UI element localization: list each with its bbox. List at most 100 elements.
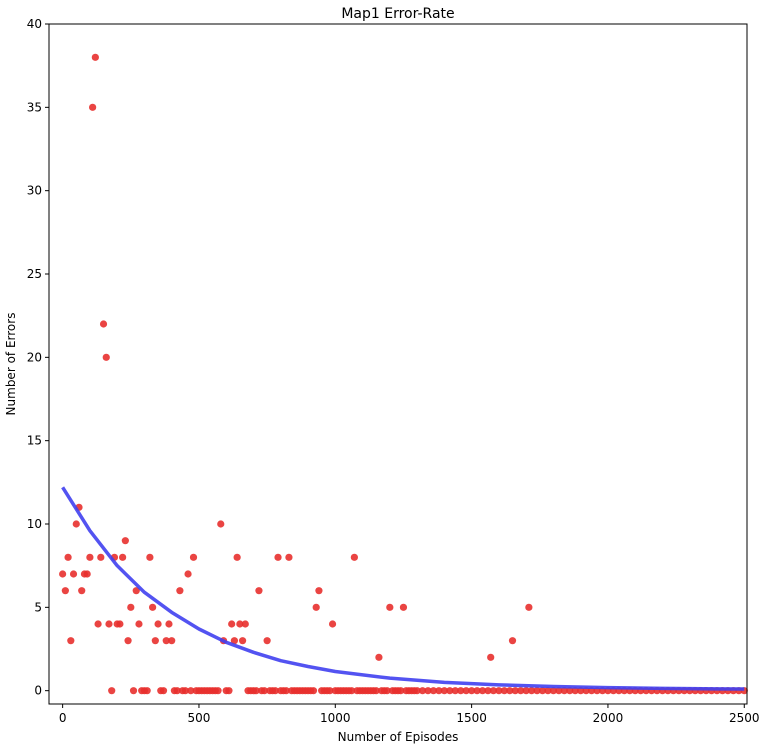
- scatter-point: [154, 620, 162, 628]
- scatter-point: [236, 620, 244, 628]
- x-tick-label: 1000: [320, 711, 351, 725]
- scatter-point: [184, 570, 192, 578]
- scatter-point: [571, 687, 579, 695]
- scatter-point: [285, 553, 293, 561]
- scatter-point: [61, 587, 69, 595]
- scatter-point: [228, 620, 236, 628]
- y-axis: 0 5 10 15 20 25 30 35 40: [27, 17, 49, 698]
- scatter-point: [135, 620, 143, 628]
- scatter-point: [538, 687, 547, 695]
- scatter-point: [484, 687, 492, 695]
- scatter-point: [397, 687, 405, 695]
- scatter-layer: [59, 53, 748, 695]
- scatter-point: [429, 687, 438, 695]
- plot-frame: [48, 23, 748, 705]
- fit-curve: [61, 486, 745, 691]
- scatter-point: [508, 637, 517, 645]
- y-tick-label: 10: [27, 517, 42, 531]
- chart-title: Map1 Error-Rate: [341, 6, 454, 22]
- x-tick-label: 1500: [456, 711, 487, 725]
- scatter-point: [315, 587, 323, 595]
- scatter-point: [487, 653, 495, 661]
- scatter-point: [149, 603, 157, 611]
- scatter-point: [233, 553, 241, 561]
- scatter-point: [326, 687, 334, 695]
- y-tick-label: 20: [27, 350, 42, 364]
- scatter-point: [187, 687, 195, 695]
- scatter-point: [468, 687, 476, 695]
- scatter-point: [566, 687, 574, 695]
- scatter-point: [97, 553, 105, 561]
- scatter-point: [328, 620, 337, 628]
- scatter-point: [473, 687, 481, 695]
- scatter-point: [263, 637, 271, 645]
- scatter-point: [495, 687, 503, 695]
- y-tick-label: 5: [34, 600, 42, 614]
- scatter-point: [214, 687, 222, 695]
- scatter-point: [189, 553, 198, 561]
- scatter-point: [67, 637, 75, 645]
- scatter-point: [525, 603, 533, 611]
- scatter-point: [89, 103, 97, 111]
- scatter-point: [386, 603, 394, 611]
- scatter-point: [350, 553, 358, 561]
- scatter-point: [124, 637, 132, 645]
- scatter-point: [129, 687, 138, 695]
- scatter-point: [91, 53, 99, 61]
- scatter-point: [500, 687, 508, 695]
- scatter-point: [271, 687, 279, 695]
- y-tick-label: 25: [27, 267, 42, 281]
- x-axis: 0 500 1000 1500 2000 2500: [59, 704, 760, 725]
- scatter-point: [544, 687, 552, 695]
- scatter-point: [375, 653, 383, 661]
- scatter-point: [127, 603, 135, 611]
- scatter-point: [489, 687, 498, 695]
- y-tick-label: 15: [27, 434, 42, 448]
- scatter-point: [230, 637, 239, 645]
- scatter-point: [159, 687, 168, 695]
- scatter-point: [241, 620, 249, 628]
- scatter-point: [151, 637, 159, 645]
- scatter-point: [312, 603, 320, 611]
- scatter-point: [108, 687, 116, 695]
- scatter-point: [440, 687, 448, 695]
- scatter-point: [424, 687, 432, 695]
- scatter-point: [528, 687, 536, 695]
- scatter-point: [506, 687, 514, 695]
- scatter-point: [383, 687, 391, 695]
- scatter-point: [435, 687, 443, 695]
- scatter-point: [173, 687, 181, 695]
- scatter-point: [560, 687, 568, 695]
- y-tick-label: 30: [27, 184, 42, 198]
- scatter-point: [146, 553, 154, 561]
- y-tick-label: 35: [27, 100, 42, 114]
- scatter-point: [59, 570, 67, 578]
- scatter-point: [72, 520, 80, 528]
- x-tick-label: 0: [59, 711, 67, 725]
- scatter-point: [119, 553, 127, 561]
- scatter-point: [64, 553, 72, 561]
- scatter-point: [238, 637, 247, 645]
- scatter-point: [176, 587, 184, 595]
- scatter-point: [69, 570, 78, 578]
- x-axis-label: Number of Episodes: [338, 730, 459, 744]
- scatter-point: [168, 637, 176, 645]
- scatter-point: [517, 687, 525, 695]
- scatter-point: [132, 587, 140, 595]
- scatter-point: [478, 687, 487, 695]
- scatter-point: [99, 320, 108, 328]
- scatter-point: [105, 620, 113, 628]
- scatter-point: [511, 687, 519, 695]
- scatter-point: [83, 570, 91, 578]
- scatter-point: [522, 687, 530, 695]
- x-tick-label: 2000: [593, 711, 624, 725]
- scatter-point: [165, 620, 173, 628]
- scatter-point: [121, 537, 129, 545]
- scatter-point: [309, 687, 318, 695]
- scatter-point: [255, 587, 263, 595]
- scatter-point: [451, 687, 459, 695]
- scatter-point: [78, 587, 86, 595]
- scatter-point: [260, 687, 268, 695]
- scatter-point: [252, 687, 260, 695]
- scatter-point: [94, 620, 102, 628]
